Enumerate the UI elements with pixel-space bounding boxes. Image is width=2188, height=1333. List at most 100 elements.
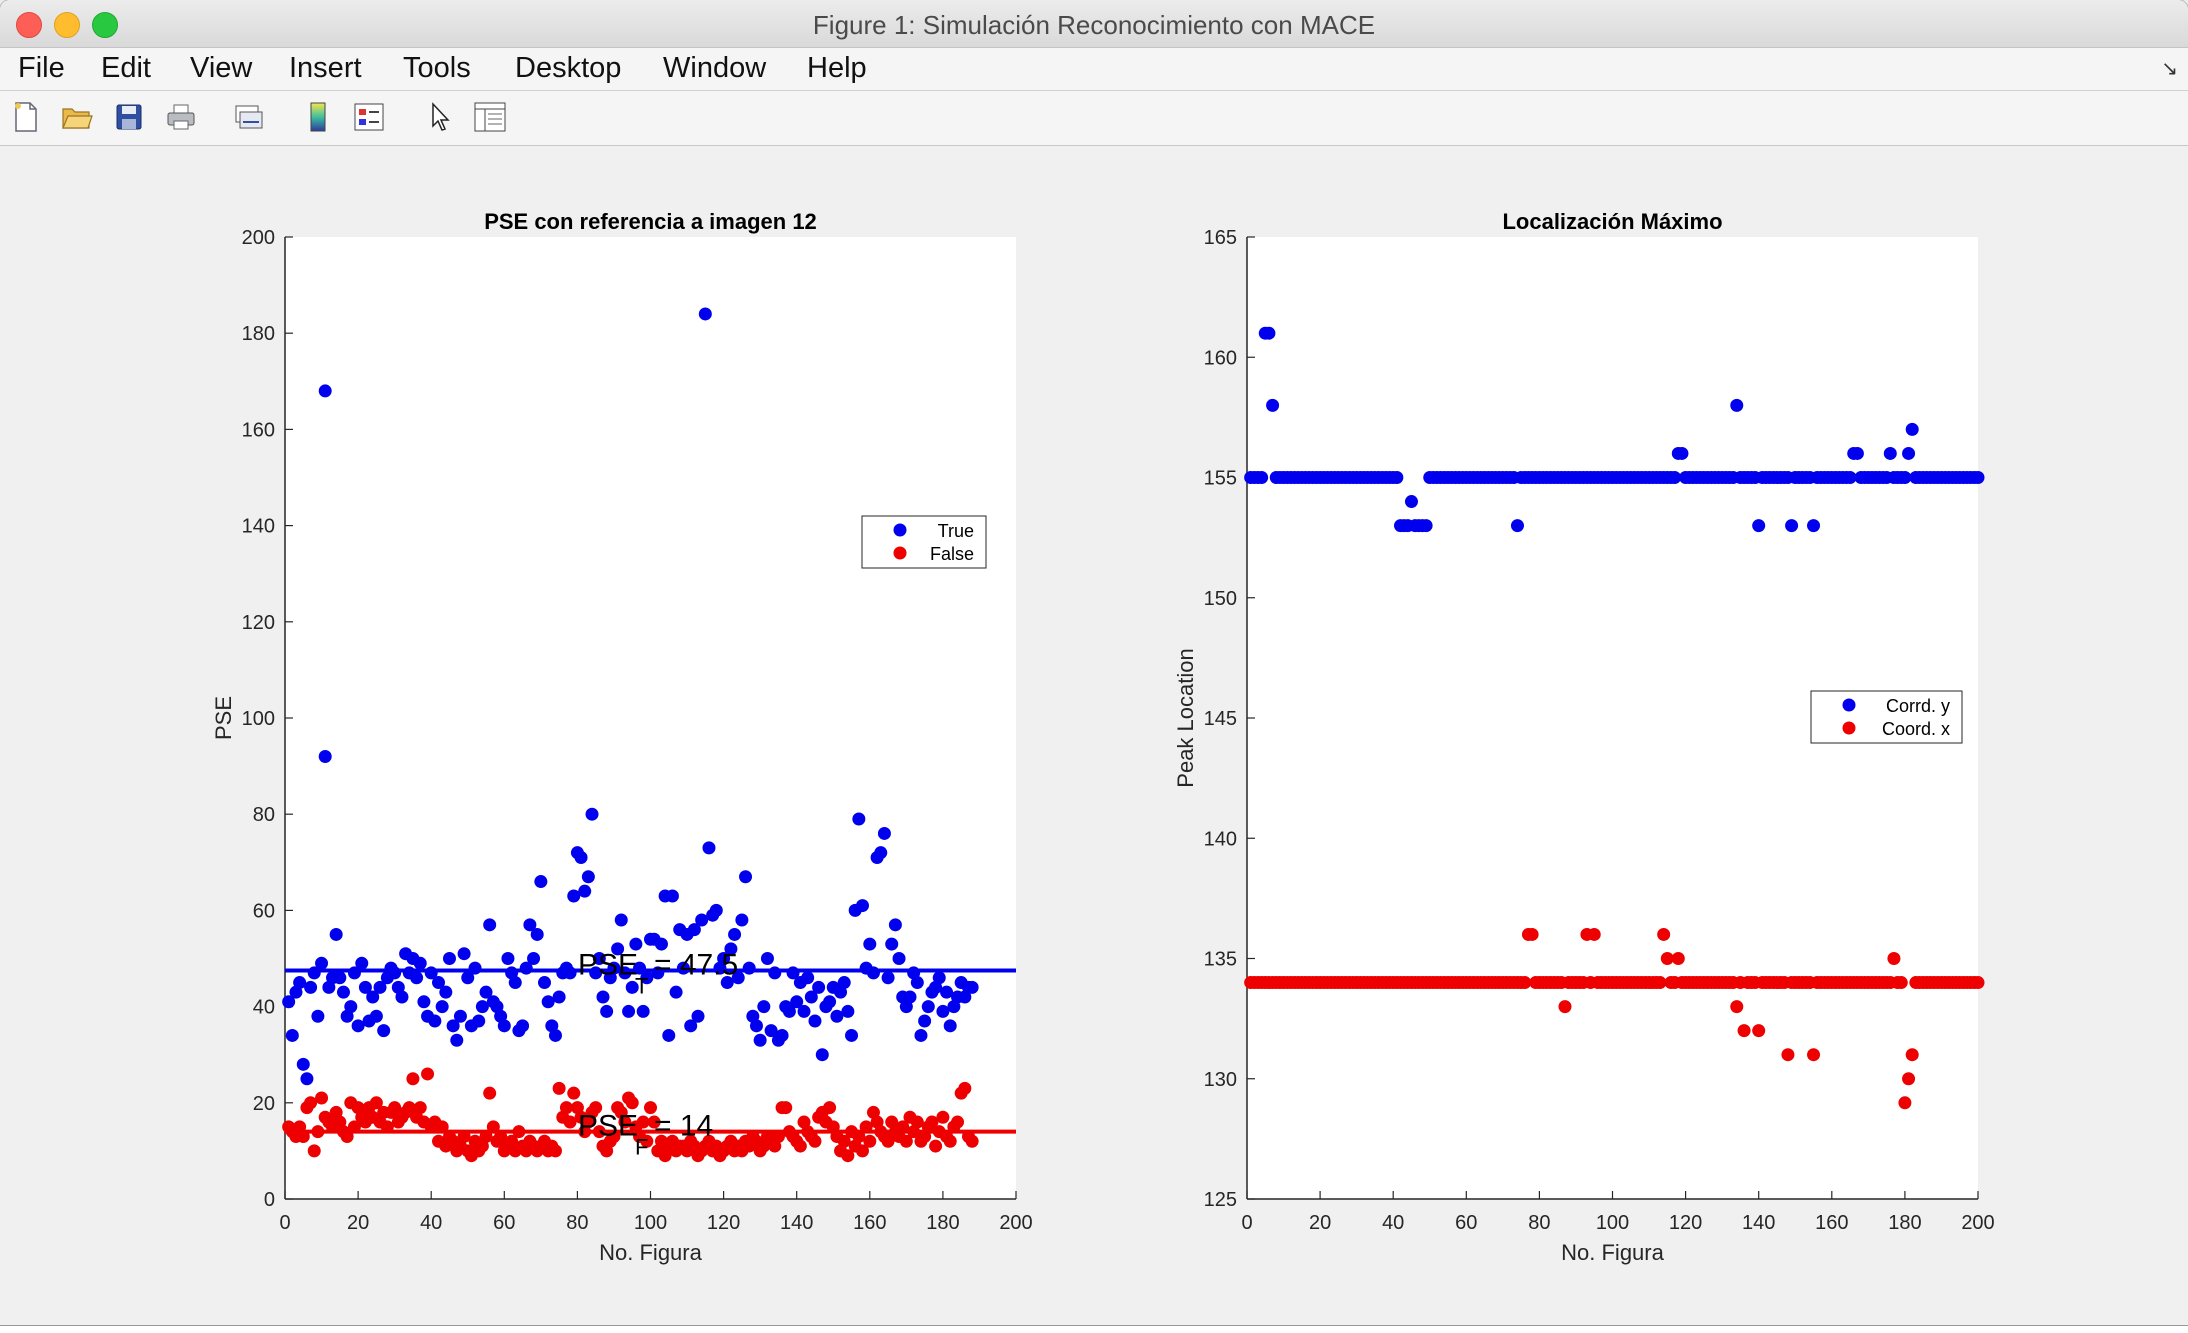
data-point xyxy=(315,956,329,970)
data-point xyxy=(614,913,628,927)
data-point xyxy=(596,990,610,1004)
data-point xyxy=(527,952,541,965)
menu-desktop[interactable]: Desktop xyxy=(515,52,622,84)
data-point xyxy=(483,918,497,932)
maximize-window-button[interactable] xyxy=(92,12,118,38)
x-tick-label: 60 xyxy=(1455,1212,1477,1234)
series-corrd-y xyxy=(1244,326,1985,533)
data-point xyxy=(881,1134,895,1148)
data-point xyxy=(728,927,742,941)
data-point xyxy=(1730,398,1744,412)
data-point xyxy=(592,952,606,965)
data-point xyxy=(1518,976,1532,990)
y-tick-label: 120 xyxy=(242,612,275,634)
data-point xyxy=(336,985,350,999)
data-point xyxy=(552,1081,566,1095)
data-point xyxy=(735,913,749,927)
menu-tools[interactable]: Tools xyxy=(403,52,471,84)
data-point xyxy=(742,961,756,975)
data-point xyxy=(724,942,738,956)
data-point xyxy=(812,980,826,994)
x-tick-label: 160 xyxy=(1815,1212,1848,1234)
peak-location-axes[interactable]: 0 20 40 60 80 100 120 140 160 180 200 125 130 135 140 1… xyxy=(1173,209,1995,1265)
data-point xyxy=(943,1134,957,1148)
x-tick-label: 120 xyxy=(707,1212,740,1234)
dock-arrow-icon[interactable]: ↘ xyxy=(2161,58,2178,80)
data-point xyxy=(804,990,818,1004)
menu-view[interactable]: View xyxy=(190,52,253,84)
y-tick-label: 200 xyxy=(242,227,275,249)
data-point xyxy=(516,1019,530,1033)
data-point xyxy=(388,1101,402,1115)
data-point xyxy=(823,995,837,1009)
data-point xyxy=(600,1004,614,1018)
link-plot-icon[interactable] xyxy=(231,99,267,135)
data-point xyxy=(442,952,456,965)
save-icon[interactable] xyxy=(111,99,147,135)
edit-plot-pointer-icon[interactable] xyxy=(422,99,458,135)
data-point xyxy=(581,870,595,884)
insert-colorbar-icon[interactable] xyxy=(300,99,336,135)
data-point xyxy=(1781,1048,1795,1062)
data-point xyxy=(329,927,343,941)
minimize-window-button[interactable] xyxy=(54,12,80,38)
data-point xyxy=(1887,952,1901,965)
x-tick-label: 20 xyxy=(347,1212,369,1234)
data-point xyxy=(925,1115,939,1129)
data-point xyxy=(311,1009,325,1023)
y-tick-label: 40 xyxy=(253,997,275,1019)
close-window-button[interactable] xyxy=(16,12,42,38)
y-tick-label: 140 xyxy=(242,516,275,538)
menu-help[interactable]: Help xyxy=(807,52,867,84)
y-tick-label: 0 xyxy=(264,1189,275,1211)
data-point xyxy=(702,841,716,855)
data-point xyxy=(1419,519,1433,533)
pse-axes[interactable]: 0 20 40 60 80 100 120 140 160 180 200 0 20 40 60 80 100 1… xyxy=(211,209,1033,1265)
x-tick-label: 140 xyxy=(1742,1212,1775,1234)
print-icon[interactable] xyxy=(163,99,199,135)
x-tick-label: 160 xyxy=(853,1212,886,1234)
data-point xyxy=(855,1144,869,1158)
legend[interactable]: Corrd. y Coord. x xyxy=(1810,690,1963,744)
data-point xyxy=(958,1081,972,1095)
y-tick-label: 160 xyxy=(1204,347,1237,369)
open-file-icon[interactable] xyxy=(59,99,95,135)
data-point xyxy=(892,952,906,965)
data-point xyxy=(936,1110,950,1124)
x-axis-label: No. Figura xyxy=(1561,1240,1664,1265)
data-point xyxy=(640,971,654,985)
data-point xyxy=(1671,952,1685,965)
data-point xyxy=(402,1101,416,1115)
data-point xyxy=(1558,1000,1572,1014)
data-point xyxy=(779,1101,793,1115)
insert-legend-icon[interactable] xyxy=(351,99,387,135)
menu-window[interactable]: Window xyxy=(663,52,767,84)
x-tick-label: 180 xyxy=(926,1212,959,1234)
data-point xyxy=(355,956,369,970)
data-point xyxy=(782,1004,796,1018)
y-tick-label: 150 xyxy=(1204,588,1237,610)
data-point xyxy=(808,1134,822,1148)
property-inspector-icon[interactable] xyxy=(472,99,508,135)
data-point xyxy=(1898,1096,1912,1110)
legend[interactable]: True False xyxy=(861,515,987,569)
menu-file[interactable]: File xyxy=(18,52,65,84)
data-point xyxy=(475,1000,489,1014)
mean-label-value: = 47.5 xyxy=(654,949,738,982)
data-point xyxy=(1390,471,1404,484)
menu-edit[interactable]: Edit xyxy=(101,52,151,84)
new-figure-icon[interactable] xyxy=(8,99,44,135)
menu-insert[interactable]: Insert xyxy=(289,52,362,84)
data-point xyxy=(622,1004,636,1018)
legend-marker xyxy=(1842,698,1856,712)
data-point xyxy=(574,850,588,864)
data-point xyxy=(530,927,544,941)
data-point xyxy=(351,1019,365,1033)
data-point xyxy=(709,903,723,917)
data-point xyxy=(472,1014,486,1028)
data-point xyxy=(929,1139,943,1153)
data-point xyxy=(497,1019,511,1033)
data-point xyxy=(757,1000,771,1014)
data-point xyxy=(307,1144,321,1158)
